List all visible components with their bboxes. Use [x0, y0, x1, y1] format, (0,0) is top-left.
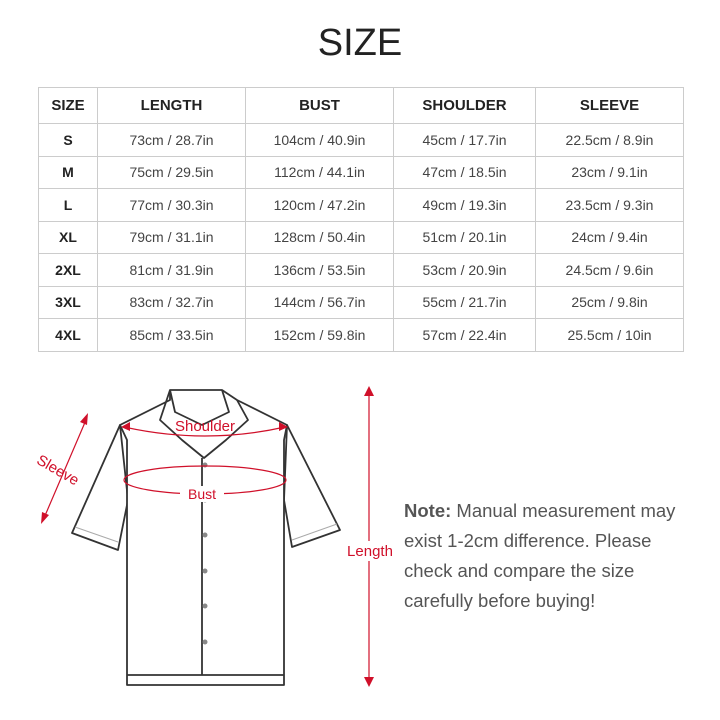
sleeve-label: Sleeve: [34, 452, 82, 490]
table-row: 2XL 81cm / 31.9in 136cm / 53.5in 53cm / 20.…: [38, 253, 684, 287]
measure-cell: 152cm / 59.8in: [245, 318, 394, 352]
measure-cell: 24cm / 9.4in: [535, 220, 684, 254]
shoulder-label: Shoulder: [175, 418, 235, 435]
measure-cell: 79cm / 31.1in: [97, 220, 246, 254]
measurement-note: Note: Manual measurement may exist 1-2cm…: [404, 496, 704, 616]
measure-cell: 75cm / 29.5in: [97, 155, 246, 189]
measure-cell: 77cm / 30.3in: [97, 188, 246, 222]
bust-label: Bust: [188, 486, 216, 502]
size-cell: 4XL: [38, 318, 98, 352]
header-bust: BUST: [245, 87, 394, 124]
table-header-row: SIZE LENGTH BUST SHOULDER SLEEVE: [38, 87, 684, 124]
header-size: SIZE: [38, 87, 98, 124]
shoulder-measure-line: [123, 426, 286, 437]
table-row: L 77cm / 30.3in 120cm / 47.2in 49cm / 19.3i…: [38, 188, 684, 222]
header-length: LENGTH: [97, 87, 246, 124]
measure-cell: 112cm / 44.1in: [245, 155, 394, 189]
measure-cell: 85cm / 33.5in: [97, 318, 246, 352]
measure-cell: 120cm / 47.2in: [245, 188, 394, 222]
note-text: Manual measurement may exist 1-2cm diffe…: [404, 500, 676, 611]
measure-cell: 22.5cm / 8.9in: [535, 123, 684, 157]
size-cell: M: [38, 155, 98, 189]
header-sleeve: SLEEVE: [535, 87, 684, 124]
measure-cell: 25.5cm / 10in: [535, 318, 684, 352]
shirt-outline: [71, 389, 341, 686]
measure-cell: 23cm / 9.1in: [535, 155, 684, 189]
measure-cell: 25cm / 9.8in: [535, 285, 684, 319]
table-row: 4XL 85cm / 33.5in 152cm / 59.8in 57cm / 22.…: [38, 318, 684, 352]
page-title: SIZE: [317, 22, 403, 64]
measure-cell: 73cm / 28.7in: [97, 123, 246, 157]
size-cell: 2XL: [38, 253, 98, 287]
table-row: 3XL 83cm / 32.7in 144cm / 56.7in 55cm / 21.…: [38, 285, 684, 319]
measure-cell: 23.5cm / 9.3in: [535, 188, 684, 222]
measure-cell: 49cm / 19.3in: [393, 188, 536, 222]
measure-cell: 57cm / 22.4in: [393, 318, 536, 352]
table-row: M 75cm / 29.5in 112cm / 44.1in 47cm / 18.5i…: [38, 155, 684, 189]
note-label: Note:: [404, 500, 452, 521]
sleeve-measure-arrow: [43, 419, 87, 519]
size-cell: 3XL: [38, 285, 98, 319]
measure-cell: 81cm / 31.9in: [97, 253, 246, 287]
measure-cell: 144cm / 56.7in: [245, 285, 394, 319]
measure-cell: 47cm / 18.5in: [393, 155, 536, 189]
size-table: SIZE LENGTH BUST SHOULDER SLEEVE S 73cm /…: [38, 87, 684, 352]
measure-cell: 24.5cm / 9.6in: [535, 253, 684, 287]
size-cell: L: [38, 188, 98, 222]
measure-cell: 53cm / 20.9in: [393, 253, 536, 287]
measure-cell: 104cm / 40.9in: [245, 123, 394, 157]
length-label: Length: [347, 543, 393, 560]
header-shoulder: SHOULDER: [393, 87, 536, 124]
